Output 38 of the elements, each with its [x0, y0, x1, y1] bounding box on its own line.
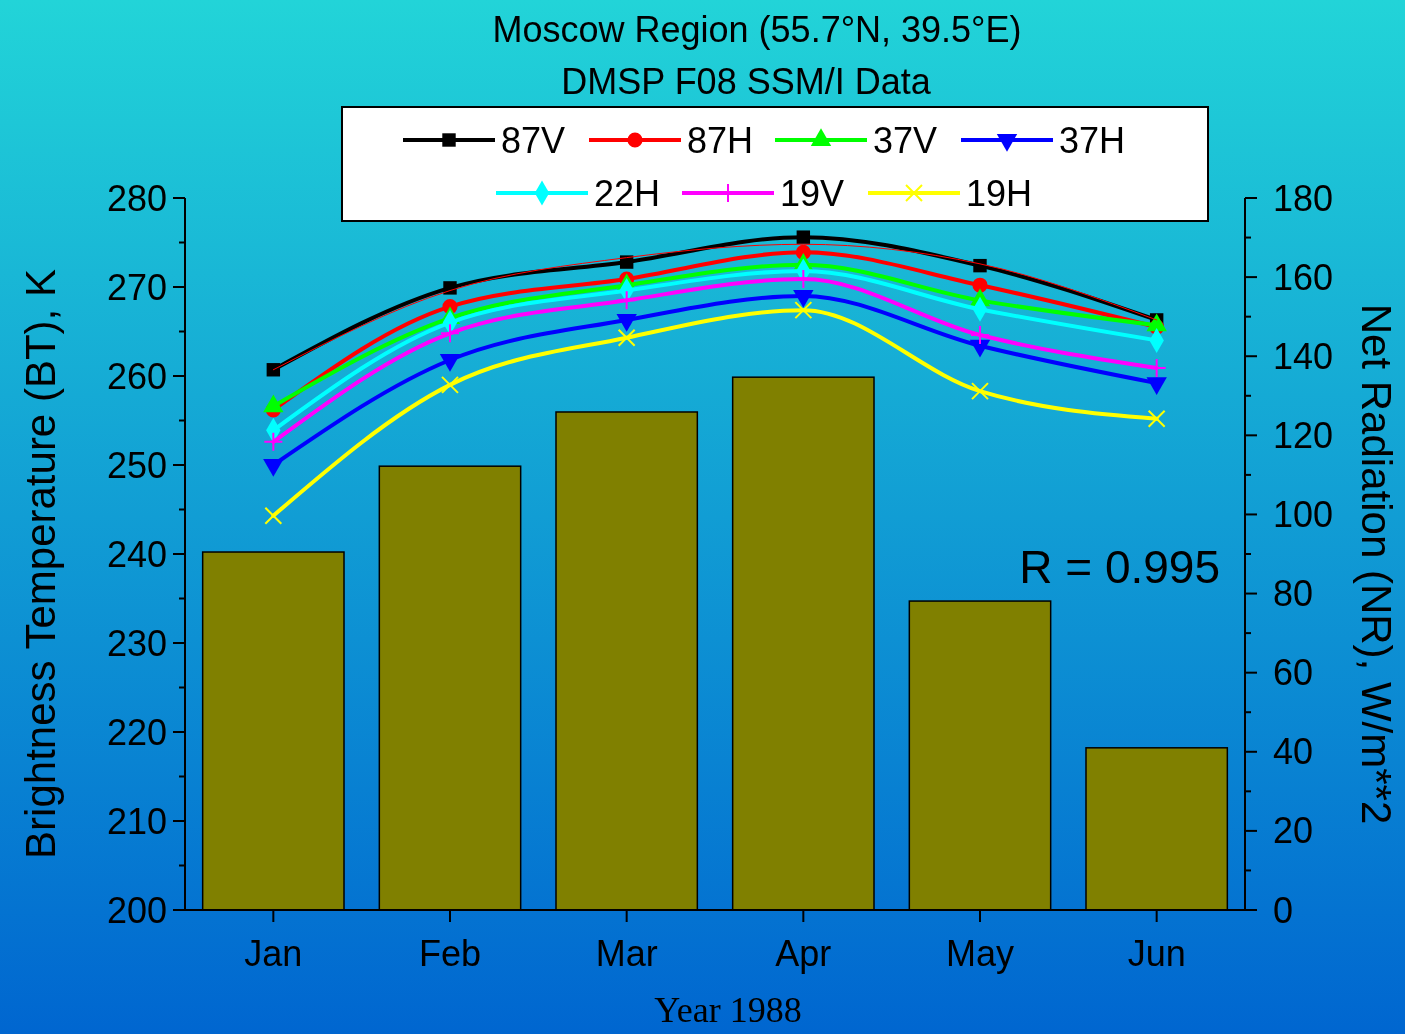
- y2-tick-label: 180: [1273, 177, 1334, 219]
- legend-label: 22H: [594, 172, 661, 214]
- y-tick-label: 270: [106, 266, 167, 308]
- y2-tick-label: 140: [1273, 335, 1334, 377]
- y2-tick-label: 100: [1273, 494, 1334, 536]
- chart-subtitle: DMSP F08 SSM/I Data: [561, 61, 932, 102]
- y-tick-label: 280: [106, 177, 167, 219]
- y-tick-label: 260: [106, 355, 167, 397]
- y2-tick-label: 120: [1273, 414, 1334, 456]
- x-tick-label: Jun: [1127, 933, 1186, 974]
- y2-axis-title: Net Radiation (NR), W/m**2: [1353, 303, 1400, 825]
- legend-label: 19V: [780, 172, 845, 214]
- legend-label: 37H: [1059, 119, 1126, 161]
- y-tick-label: 240: [106, 533, 167, 575]
- legend-label: 87V: [501, 119, 566, 161]
- y-tick-label: 220: [106, 711, 167, 753]
- legend-label: 37V: [873, 119, 938, 161]
- x-tick-label: Jan: [244, 933, 303, 974]
- x-tick-label: Mar: [595, 933, 658, 974]
- y-tick-label: 230: [106, 622, 167, 664]
- annotation: R = 0.995: [1019, 541, 1220, 593]
- legend-label: 19H: [966, 172, 1033, 214]
- y2-tick-label: 0: [1273, 889, 1294, 931]
- y-tick-label: 210: [106, 800, 167, 842]
- y-tick-label: 200: [106, 889, 167, 931]
- x-axis-title: Year 1988: [654, 990, 802, 1030]
- y2-tick-label: 40: [1273, 731, 1314, 773]
- x-tick-label: Feb: [418, 933, 482, 974]
- y2-tick-label: 20: [1273, 810, 1314, 852]
- x-tick-label: May: [945, 933, 1015, 974]
- y2-tick-label: 60: [1273, 652, 1314, 694]
- y-tick-label: 250: [106, 444, 167, 486]
- legend-label: 87H: [687, 119, 754, 161]
- y2-tick-label: 80: [1273, 573, 1314, 615]
- chart-title: Moscow Region (55.7°N, 39.5°E): [492, 9, 1022, 50]
- y-axis-title: Brightness Temperature (BT), K: [17, 269, 64, 859]
- y2-tick-label: 160: [1273, 256, 1334, 298]
- x-tick-label: Apr: [775, 933, 832, 974]
